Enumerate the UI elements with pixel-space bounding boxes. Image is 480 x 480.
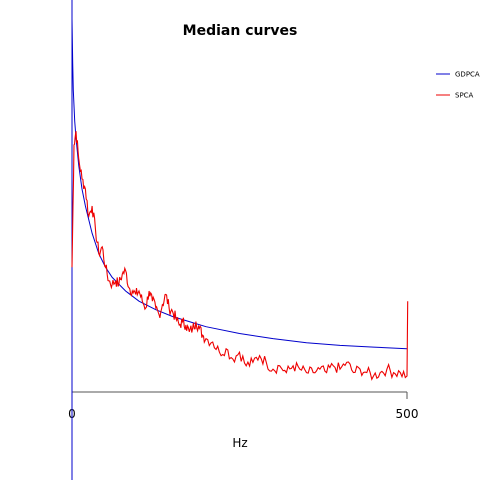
chart-title: Median curves (183, 23, 298, 39)
series-line-gdpca (71, 0, 408, 480)
series-layer (71, 0, 409, 480)
series-line-spca (71, 131, 409, 381)
legend-label-spca: SPCA (455, 92, 474, 100)
legend: GDPCA SPCA (436, 71, 480, 100)
x-tick-label-500: 500 (396, 407, 419, 421)
legend-label-gdpca: GDPCA (455, 71, 480, 79)
x-axis-label: Hz (232, 436, 247, 450)
